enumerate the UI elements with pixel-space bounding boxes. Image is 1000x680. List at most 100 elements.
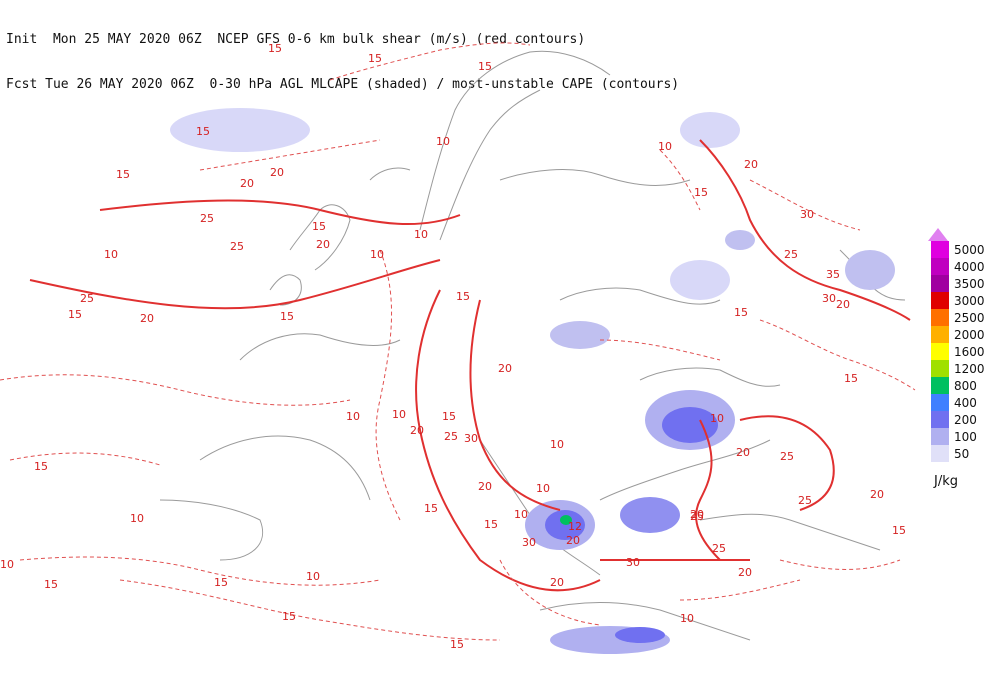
contour-label: 20 [738, 566, 752, 579]
legend-label: 50 [954, 447, 970, 461]
legend-row: 100 [928, 428, 998, 445]
legend-row: 400 [928, 394, 998, 411]
contour-label: 25 [230, 240, 244, 253]
contour-label: 15 [44, 578, 58, 591]
forecast-map: 15 15 15 15 10 15 20 25 25 10 25 15 20 1… [0, 42, 916, 654]
contour-label: 15 [312, 220, 326, 233]
legend-label: 1600 [954, 345, 985, 359]
contour-label: 20 [140, 312, 154, 325]
contour-label: 15 [282, 610, 296, 623]
legend-swatch [931, 326, 949, 343]
legend-row: 50 [928, 445, 998, 462]
contour-label: 15 [424, 502, 438, 515]
header-init-line: Init Mon 25 MAY 2020 06Z NCEP GFS 0-6 km… [6, 32, 586, 47]
contour-label: 15 [214, 576, 228, 589]
contour-label: 15 [268, 42, 282, 55]
contour-label: 20 [478, 480, 492, 493]
contour-label: 25 [798, 494, 812, 507]
legend-row: 3500 [928, 275, 998, 292]
contour-label: 15 [368, 52, 382, 65]
legend-swatch [931, 394, 949, 411]
contour-label: 30 [464, 432, 478, 445]
legend-label: 4000 [954, 260, 985, 274]
legend-label: 3000 [954, 294, 985, 308]
contour-labels: 15 15 15 15 10 15 20 25 25 10 25 15 20 1… [0, 42, 906, 651]
legend-label: 200 [954, 413, 977, 427]
legend-label: 2500 [954, 311, 985, 325]
legend-swatch [931, 411, 949, 428]
contour-label: 30 [522, 536, 536, 549]
legend-row: 2500 [928, 309, 998, 326]
contour-label: 10 [658, 140, 672, 153]
contour-label: 20 [744, 158, 758, 171]
contour-label: 15 [34, 460, 48, 473]
contour-label: 20 [736, 446, 750, 459]
header-forecast-line: Fcst Tue 26 MAY 2020 06Z 0-30 hPa AGL ML… [6, 77, 680, 92]
contour-label: 15 [196, 125, 210, 138]
contour-label: 20 [870, 488, 884, 501]
legend-label: 800 [954, 379, 977, 393]
legend-row: 3000 [928, 292, 998, 309]
contour-label: 20 [690, 508, 704, 521]
legend-swatch [931, 309, 949, 326]
contour-label: 20 [836, 298, 850, 311]
contour-label: 10 [710, 412, 724, 425]
legend-row: 2000 [928, 326, 998, 343]
contour-label: 15 [280, 310, 294, 323]
contour-label: 10 [370, 248, 384, 261]
contour-label: 10 [0, 558, 14, 571]
contour-label: 15 [734, 306, 748, 319]
legend-overflow-triangle [928, 228, 948, 241]
legend-label: 3500 [954, 277, 985, 291]
contour-label: 25 [712, 542, 726, 555]
legend-row: 4000 [928, 258, 998, 275]
contour-label: 15 [844, 372, 858, 385]
contour-label: 30 [626, 556, 640, 569]
legend-label: 1200 [954, 362, 985, 376]
contour-label: 10 [514, 508, 528, 521]
legend-swatch [931, 377, 949, 394]
contour-label: 15 [68, 308, 82, 321]
contour-label: 35 [826, 268, 840, 281]
contour-label: 12 [568, 520, 582, 533]
contour-label: 25 [80, 292, 94, 305]
contour-label: 15 [456, 290, 470, 303]
legend-units: J/kg [934, 474, 958, 489]
contour-label: 25 [780, 450, 794, 463]
legend-swatch [931, 445, 949, 462]
legend-label: 400 [954, 396, 977, 410]
legend-row: 1600 [928, 343, 998, 360]
contour-label: 30 [822, 292, 836, 305]
legend-row: 5000 [928, 241, 998, 258]
shear-contours-dashed [0, 42, 916, 641]
contour-label: 15 [442, 410, 456, 423]
contour-label: 10 [550, 438, 564, 451]
legend-swatch [931, 258, 949, 275]
legend-row: 1200 [928, 360, 998, 377]
contour-label: 25 [784, 248, 798, 261]
contour-label: 20 [240, 177, 254, 190]
contour-label: 15 [694, 186, 708, 199]
contour-label: 25 [690, 510, 704, 523]
contour-label: 10 [130, 512, 144, 525]
legend-row: 800 [928, 377, 998, 394]
legend-swatch [931, 275, 949, 292]
legend-swatch [931, 428, 949, 445]
cape-shading [170, 108, 895, 654]
contour-label: 10 [414, 228, 428, 241]
shear-contours-solid [29, 139, 911, 592]
contour-label: 10 [680, 612, 694, 625]
contour-label: 10 [104, 248, 118, 261]
contour-label: 15 [116, 168, 130, 181]
contour-label: 20 [270, 166, 284, 179]
contour-label: 30 [800, 208, 814, 221]
contour-label: 25 [200, 212, 214, 225]
contour-label: 10 [536, 482, 550, 495]
contour-label: 10 [346, 410, 360, 423]
cape-legend: 5000 4000 3500 3000 2500 2000 1600 1200 … [928, 241, 998, 462]
legend-label: 100 [954, 430, 977, 444]
contour-label: 20 [498, 362, 512, 375]
legend-swatch [931, 241, 949, 258]
contour-label: 10 [392, 408, 406, 421]
map-header: Init Mon 25 MAY 2020 06Z NCEP GFS 0-6 km… [6, 2, 679, 107]
